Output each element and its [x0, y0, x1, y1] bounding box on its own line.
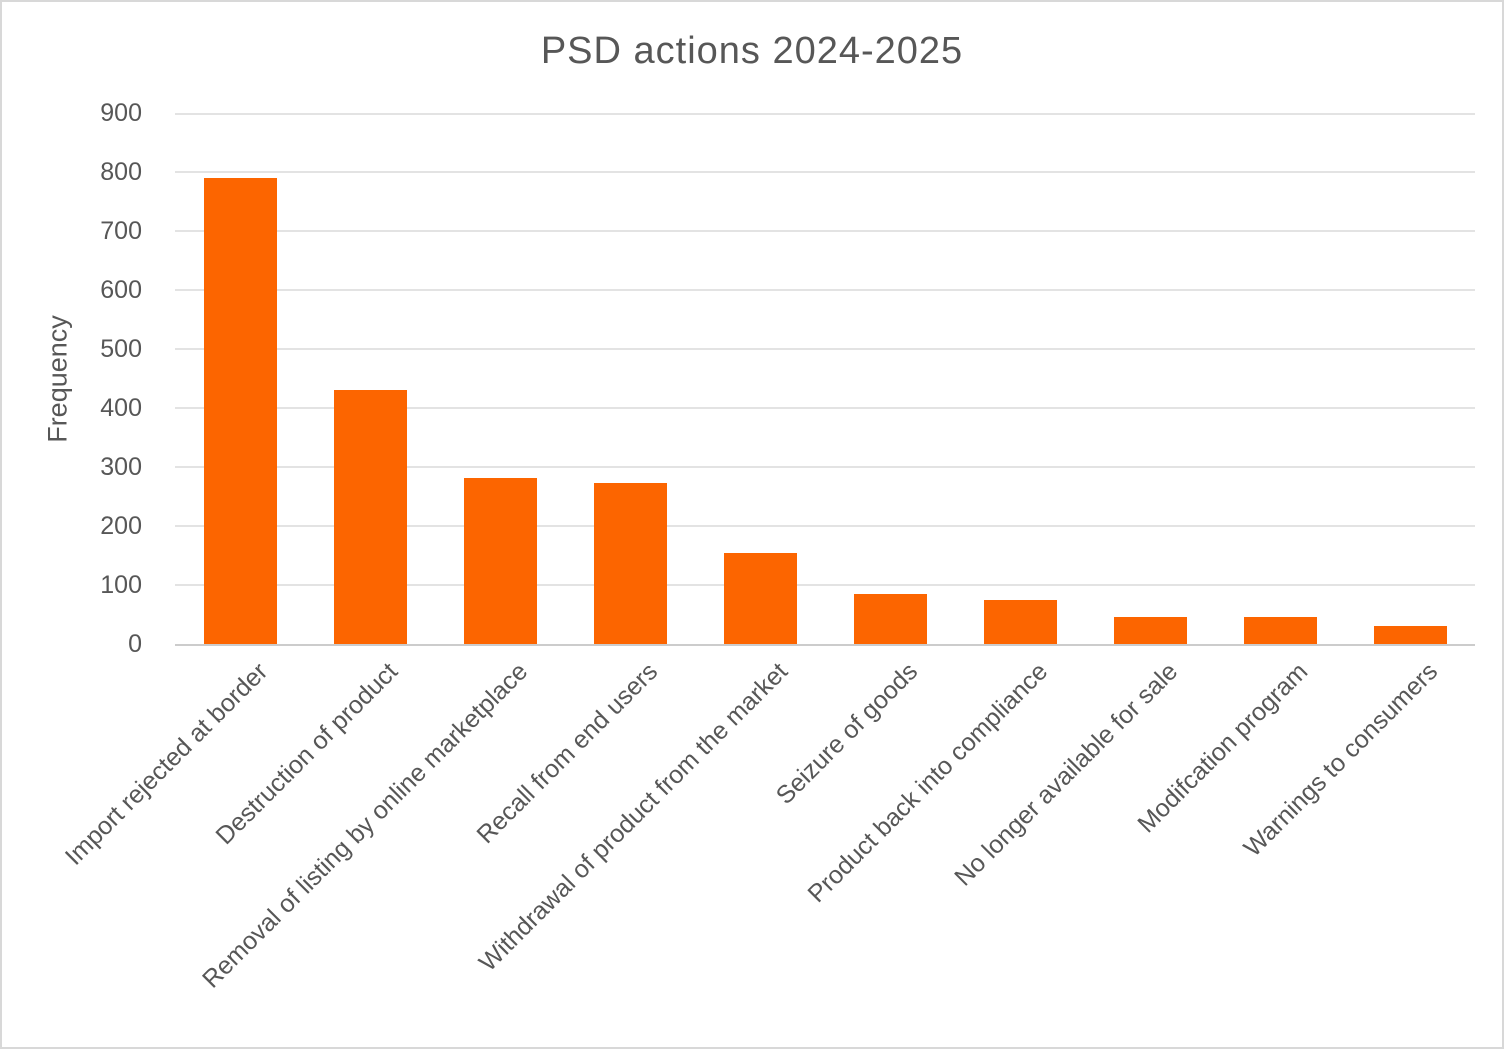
bar-6	[853, 594, 927, 644]
gridline-y-800	[175, 171, 1475, 173]
gridline-y-900	[175, 113, 1475, 115]
bar-1	[203, 177, 277, 644]
bar-7	[983, 599, 1057, 644]
plot-area	[175, 113, 1475, 646]
y-tick-label-100: 100	[100, 571, 142, 599]
y-tick-label-600: 600	[100, 276, 142, 304]
bar-4	[593, 482, 667, 644]
y-tick-label-900: 900	[100, 99, 142, 127]
gridline-y-600	[175, 289, 1475, 291]
gridline-y-200	[175, 525, 1475, 527]
gridline-y-100	[175, 584, 1475, 586]
y-axis-title: Frequency	[42, 315, 73, 443]
bar-10	[1373, 626, 1447, 644]
chart-title: PSD actions 2024-2025	[540, 30, 964, 72]
y-tick-label-0: 0	[128, 630, 142, 658]
y-tick-label-800: 800	[100, 158, 142, 186]
y-tick-label-400: 400	[100, 394, 142, 422]
bar-8	[1113, 617, 1187, 644]
y-tick-label-700: 700	[100, 217, 142, 245]
gridline-y-700	[175, 230, 1475, 232]
y-tick-label-500: 500	[100, 335, 142, 363]
bar-3	[463, 477, 537, 644]
gridline-y-400	[175, 407, 1475, 409]
bar-9	[1243, 617, 1317, 644]
y-tick-label-200: 200	[100, 512, 142, 540]
gridline-y-300	[175, 466, 1475, 468]
bar-2	[333, 390, 407, 644]
bar-5	[723, 552, 797, 644]
gridline-y-500	[175, 348, 1475, 350]
x-category-label-1: Import rejected at border	[59, 657, 274, 871]
y-tick-label-300: 300	[100, 453, 142, 481]
